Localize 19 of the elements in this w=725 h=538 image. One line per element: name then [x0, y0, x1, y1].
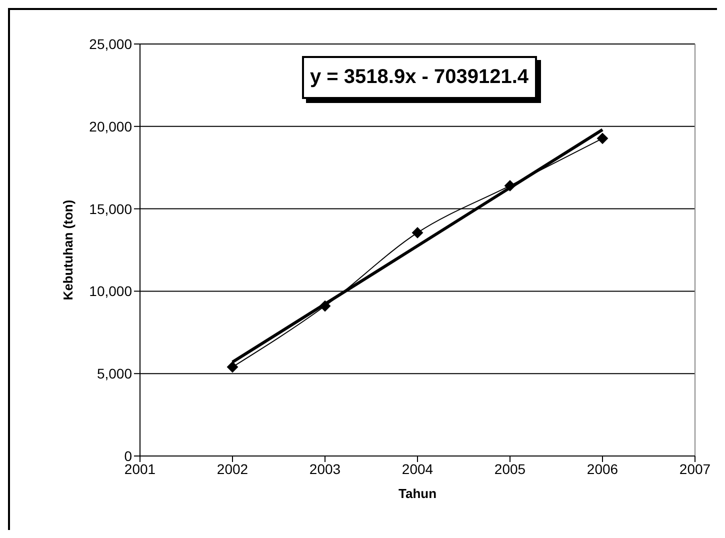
- x-axis-title: Tahun: [398, 486, 437, 501]
- y-tick-label: 25,000: [89, 36, 132, 52]
- x-tick-label: 2007: [679, 460, 711, 477]
- point: [504, 180, 516, 192]
- x-tick-label: 2006: [586, 460, 618, 477]
- annotation: y = 3518.9x - 7039121.4: [302, 56, 537, 99]
- point: [412, 227, 423, 238]
- point: [320, 300, 330, 312]
- x-tick-label: 2005: [494, 460, 526, 477]
- x-tick-label: 2003: [309, 460, 341, 477]
- y-tick-label: 20,000: [89, 118, 132, 134]
- y-tick-label: 5,000: [96, 366, 132, 382]
- y-tick-label: 15,000: [89, 200, 132, 217]
- y-tick-label: 10,000: [89, 283, 132, 300]
- y-axis-title: Kebutuhan (ton): [60, 200, 76, 300]
- x-tick-label: 2004: [402, 460, 434, 477]
- point: [227, 362, 238, 373]
- x-tick-label: 2002: [216, 460, 248, 477]
- point: [597, 132, 608, 144]
